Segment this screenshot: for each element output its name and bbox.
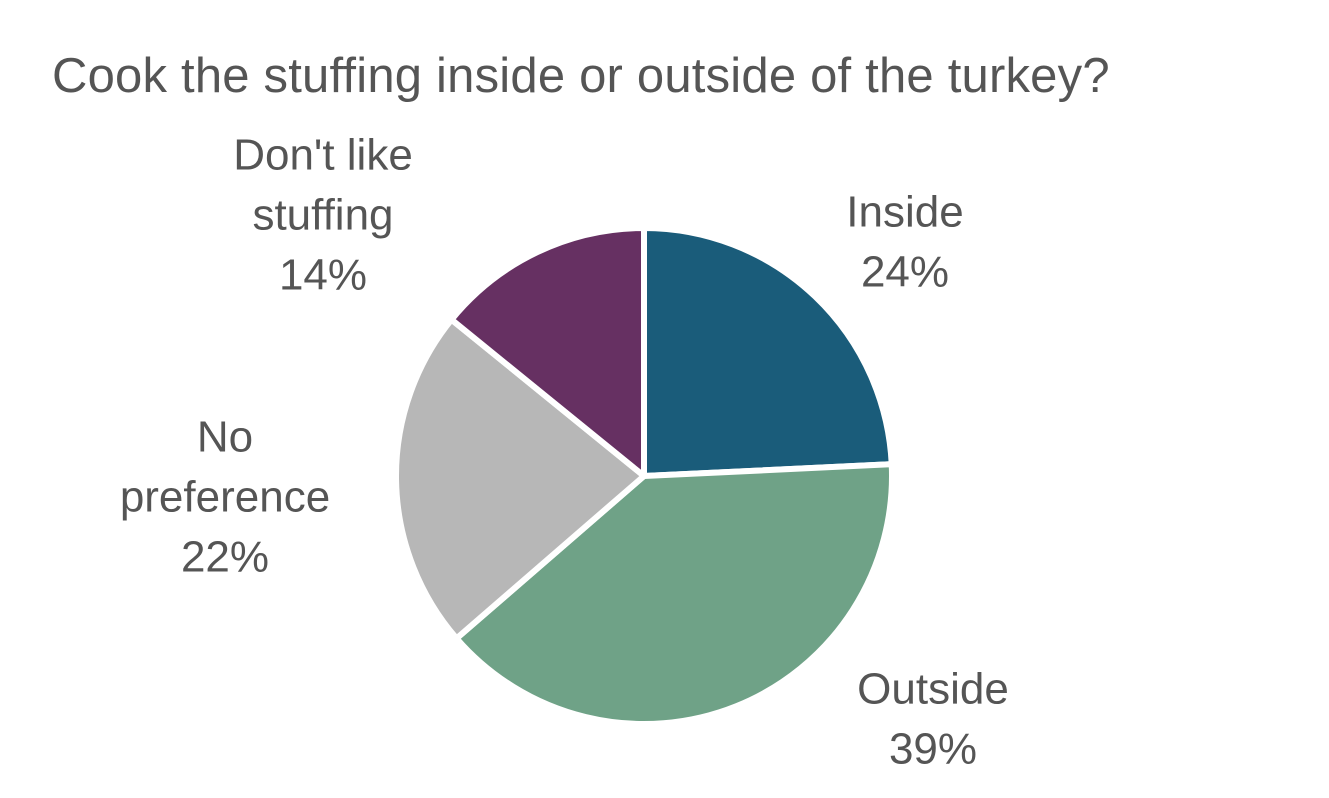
data-label-value: 14% xyxy=(279,251,367,300)
data-label-name: Outside xyxy=(857,665,1009,714)
data-label-name: Inside xyxy=(846,188,963,237)
data-label-don-t-like-stuffing: Don't like stuffing 14% xyxy=(233,131,413,300)
pie-slice-outside xyxy=(453,461,895,727)
data-label-value: 24% xyxy=(861,248,949,297)
data-label-value: 22% xyxy=(181,533,269,582)
data-label-name: stuffing xyxy=(252,191,393,240)
data-label-outside: Outside 39% xyxy=(857,665,1009,774)
pie-slice-no-preference xyxy=(393,316,647,642)
pie-slice-don-t-like-stuffing xyxy=(448,225,647,479)
chart-title: Cook the stuffing inside or outside of t… xyxy=(52,49,1110,103)
data-label-name: Don't like xyxy=(233,131,413,180)
data-label-name: No xyxy=(197,413,253,462)
pie-slice-inside xyxy=(641,225,895,479)
data-label-no-preference: No preference 22% xyxy=(120,413,330,582)
data-label-value: 39% xyxy=(889,725,977,774)
pie-labels: Inside 24% Outside 39% No preference 22% Don't … xyxy=(120,131,1009,774)
data-label-name: preference xyxy=(120,473,330,522)
data-label-inside: Inside 24% xyxy=(846,188,963,297)
pie-slices xyxy=(393,225,895,727)
